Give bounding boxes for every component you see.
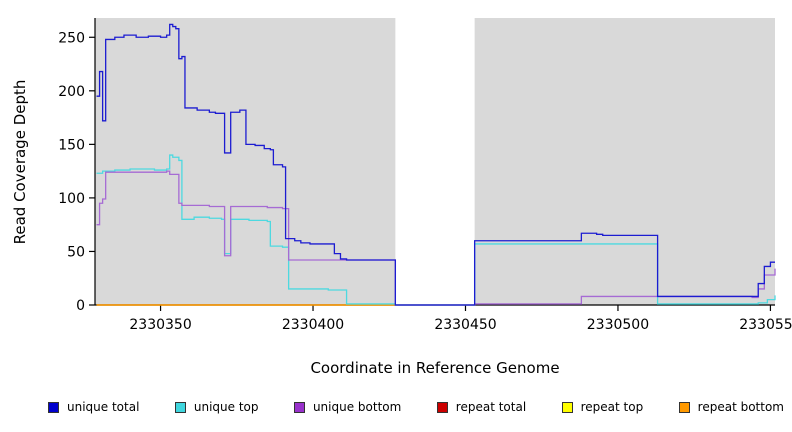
y-tick-label: 250 <box>58 30 85 46</box>
legend: unique total unique top unique bottom repea… <box>48 400 784 414</box>
legend-label: repeat bottom <box>697 400 784 414</box>
legend-swatch <box>48 401 59 413</box>
y-tick-label: 150 <box>58 137 85 153</box>
legend-item-unique-bottom: unique bottom <box>293 400 402 414</box>
shaded-region <box>95 18 396 305</box>
legend-item-unique-top: unique top <box>174 400 259 414</box>
y-tick-label: 50 <box>67 244 85 260</box>
legend-label: repeat top <box>580 400 644 414</box>
legend-swatch <box>436 401 448 413</box>
x-axis-title: Coordinate in Reference Genome <box>310 359 560 377</box>
y-axis-title: Read Coverage Depth <box>11 79 29 245</box>
legend-swatch <box>678 401 690 413</box>
legend-item-repeat-top: repeat top <box>561 400 644 414</box>
legend-item-repeat-bottom: repeat bottom <box>678 400 784 414</box>
x-tick-label: 2330350 <box>129 317 191 333</box>
chart-canvas: 0 50 100 150 200 250 2330350 2330400 2330450 2330… <box>58 18 792 333</box>
y-tick-label: 200 <box>58 84 85 100</box>
legend-swatch <box>293 401 305 413</box>
y-tick-label: 100 <box>58 191 85 207</box>
series-unique-total <box>96 23 775 306</box>
legend-label: unique total <box>67 400 140 414</box>
x-tick-label: 2330500 <box>587 317 649 333</box>
x-tick-label: 2330550 <box>739 317 792 333</box>
legend-label: unique top <box>193 400 259 414</box>
series-group <box>96 23 776 306</box>
y-tick-label: 0 <box>76 298 85 314</box>
legend-swatch <box>561 401 573 413</box>
legend-label: unique bottom <box>312 400 402 414</box>
legend-swatch <box>174 401 186 413</box>
shaded-region <box>474 18 775 305</box>
legend-item-repeat-total: repeat total <box>436 400 527 414</box>
x-tick-label: 2330450 <box>434 317 496 333</box>
legend-label: repeat total <box>455 400 527 414</box>
legend-item-unique-total: unique total <box>48 400 139 414</box>
x-tick-label: 2330400 <box>282 317 344 333</box>
